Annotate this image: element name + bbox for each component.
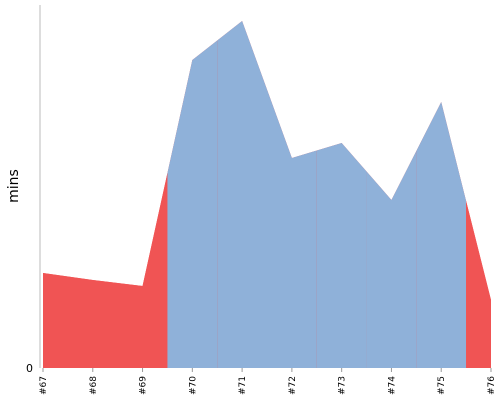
area-segment [43, 21, 68, 368]
area-segment [167, 21, 218, 368]
area-segment [217, 21, 267, 368]
area-segment [466, 21, 491, 368]
area-segment [67, 21, 118, 368]
x-tick-label: #69 [139, 376, 149, 395]
area-segment [416, 21, 467, 368]
x-tick-label: #71 [238, 376, 248, 395]
x-tick-label: #73 [338, 376, 348, 395]
x-tick-label: #72 [288, 376, 298, 395]
area-segment [117, 21, 168, 368]
x-tick-label: #74 [387, 376, 397, 395]
x-tick-label: #75 [437, 376, 447, 395]
x-tick-label: #76 [487, 376, 497, 395]
y-tick-label: 0 [26, 362, 33, 375]
area-segment [267, 21, 317, 368]
x-tick-label: #70 [188, 376, 198, 395]
x-tick-label: #68 [89, 376, 99, 395]
area-segment [316, 21, 367, 368]
y-axis-label: mins [6, 169, 22, 203]
x-tick-label: #67 [39, 376, 49, 395]
area-segment [366, 21, 417, 368]
